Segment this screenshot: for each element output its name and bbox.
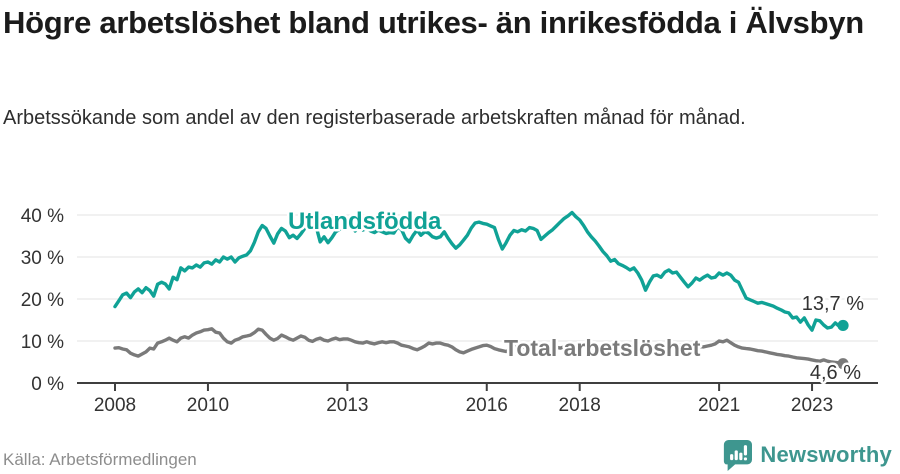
series-label-total: Total arbetslöshet bbox=[504, 335, 701, 361]
chart-subtitle: Arbetssökande som andel av den registerb… bbox=[3, 107, 746, 129]
page-title: Högre arbetslöshet bland utrikes- än inr… bbox=[3, 5, 864, 40]
bubble-shape bbox=[724, 440, 753, 471]
y-tick-label-30: 30 % bbox=[21, 248, 64, 269]
x-tick-label-2023: 2023 bbox=[791, 395, 833, 416]
x-tick-label-2010: 2010 bbox=[187, 395, 229, 416]
series-end-dot-utlandsfodda bbox=[837, 319, 849, 332]
x-tick-label-2008: 2008 bbox=[94, 395, 136, 416]
y-tick-label-20: 20 % bbox=[21, 290, 64, 311]
x-tick-label-2013: 2013 bbox=[326, 395, 368, 416]
source-attribution: Källa: Arbetsförmedlingen bbox=[3, 450, 197, 469]
bar-1 bbox=[730, 454, 734, 461]
bar-2 bbox=[735, 450, 739, 461]
series-line-utlandsfodda bbox=[113, 210, 845, 332]
exclamation-dot bbox=[744, 457, 748, 461]
bar-3 bbox=[739, 452, 743, 461]
x-tick-label-2018: 2018 bbox=[559, 395, 601, 416]
series-end-dot-total bbox=[837, 358, 849, 370]
exclamation-bar bbox=[744, 445, 748, 456]
newsworthy-wordmark: Newsworthy bbox=[760, 442, 892, 467]
y-tick-label-10: 10 % bbox=[21, 332, 64, 353]
y-tick-label-40: 40 % bbox=[21, 206, 64, 227]
y-tick-label-0: 0 % bbox=[31, 374, 64, 395]
series-line-total bbox=[113, 327, 845, 366]
series-label-utlandsfodda: Utlandsfödda bbox=[288, 208, 442, 235]
end-value-label-total: 4,6 % bbox=[810, 362, 861, 384]
end-value-label-utlandsfodda: 13,7 % bbox=[802, 293, 864, 315]
x-tick-label-2021: 2021 bbox=[698, 395, 740, 416]
newsworthy-bubble-icon bbox=[724, 440, 753, 471]
x-tick-label-2016: 2016 bbox=[466, 395, 508, 416]
newsworthy-logo: Newsworthy bbox=[722, 438, 892, 472]
